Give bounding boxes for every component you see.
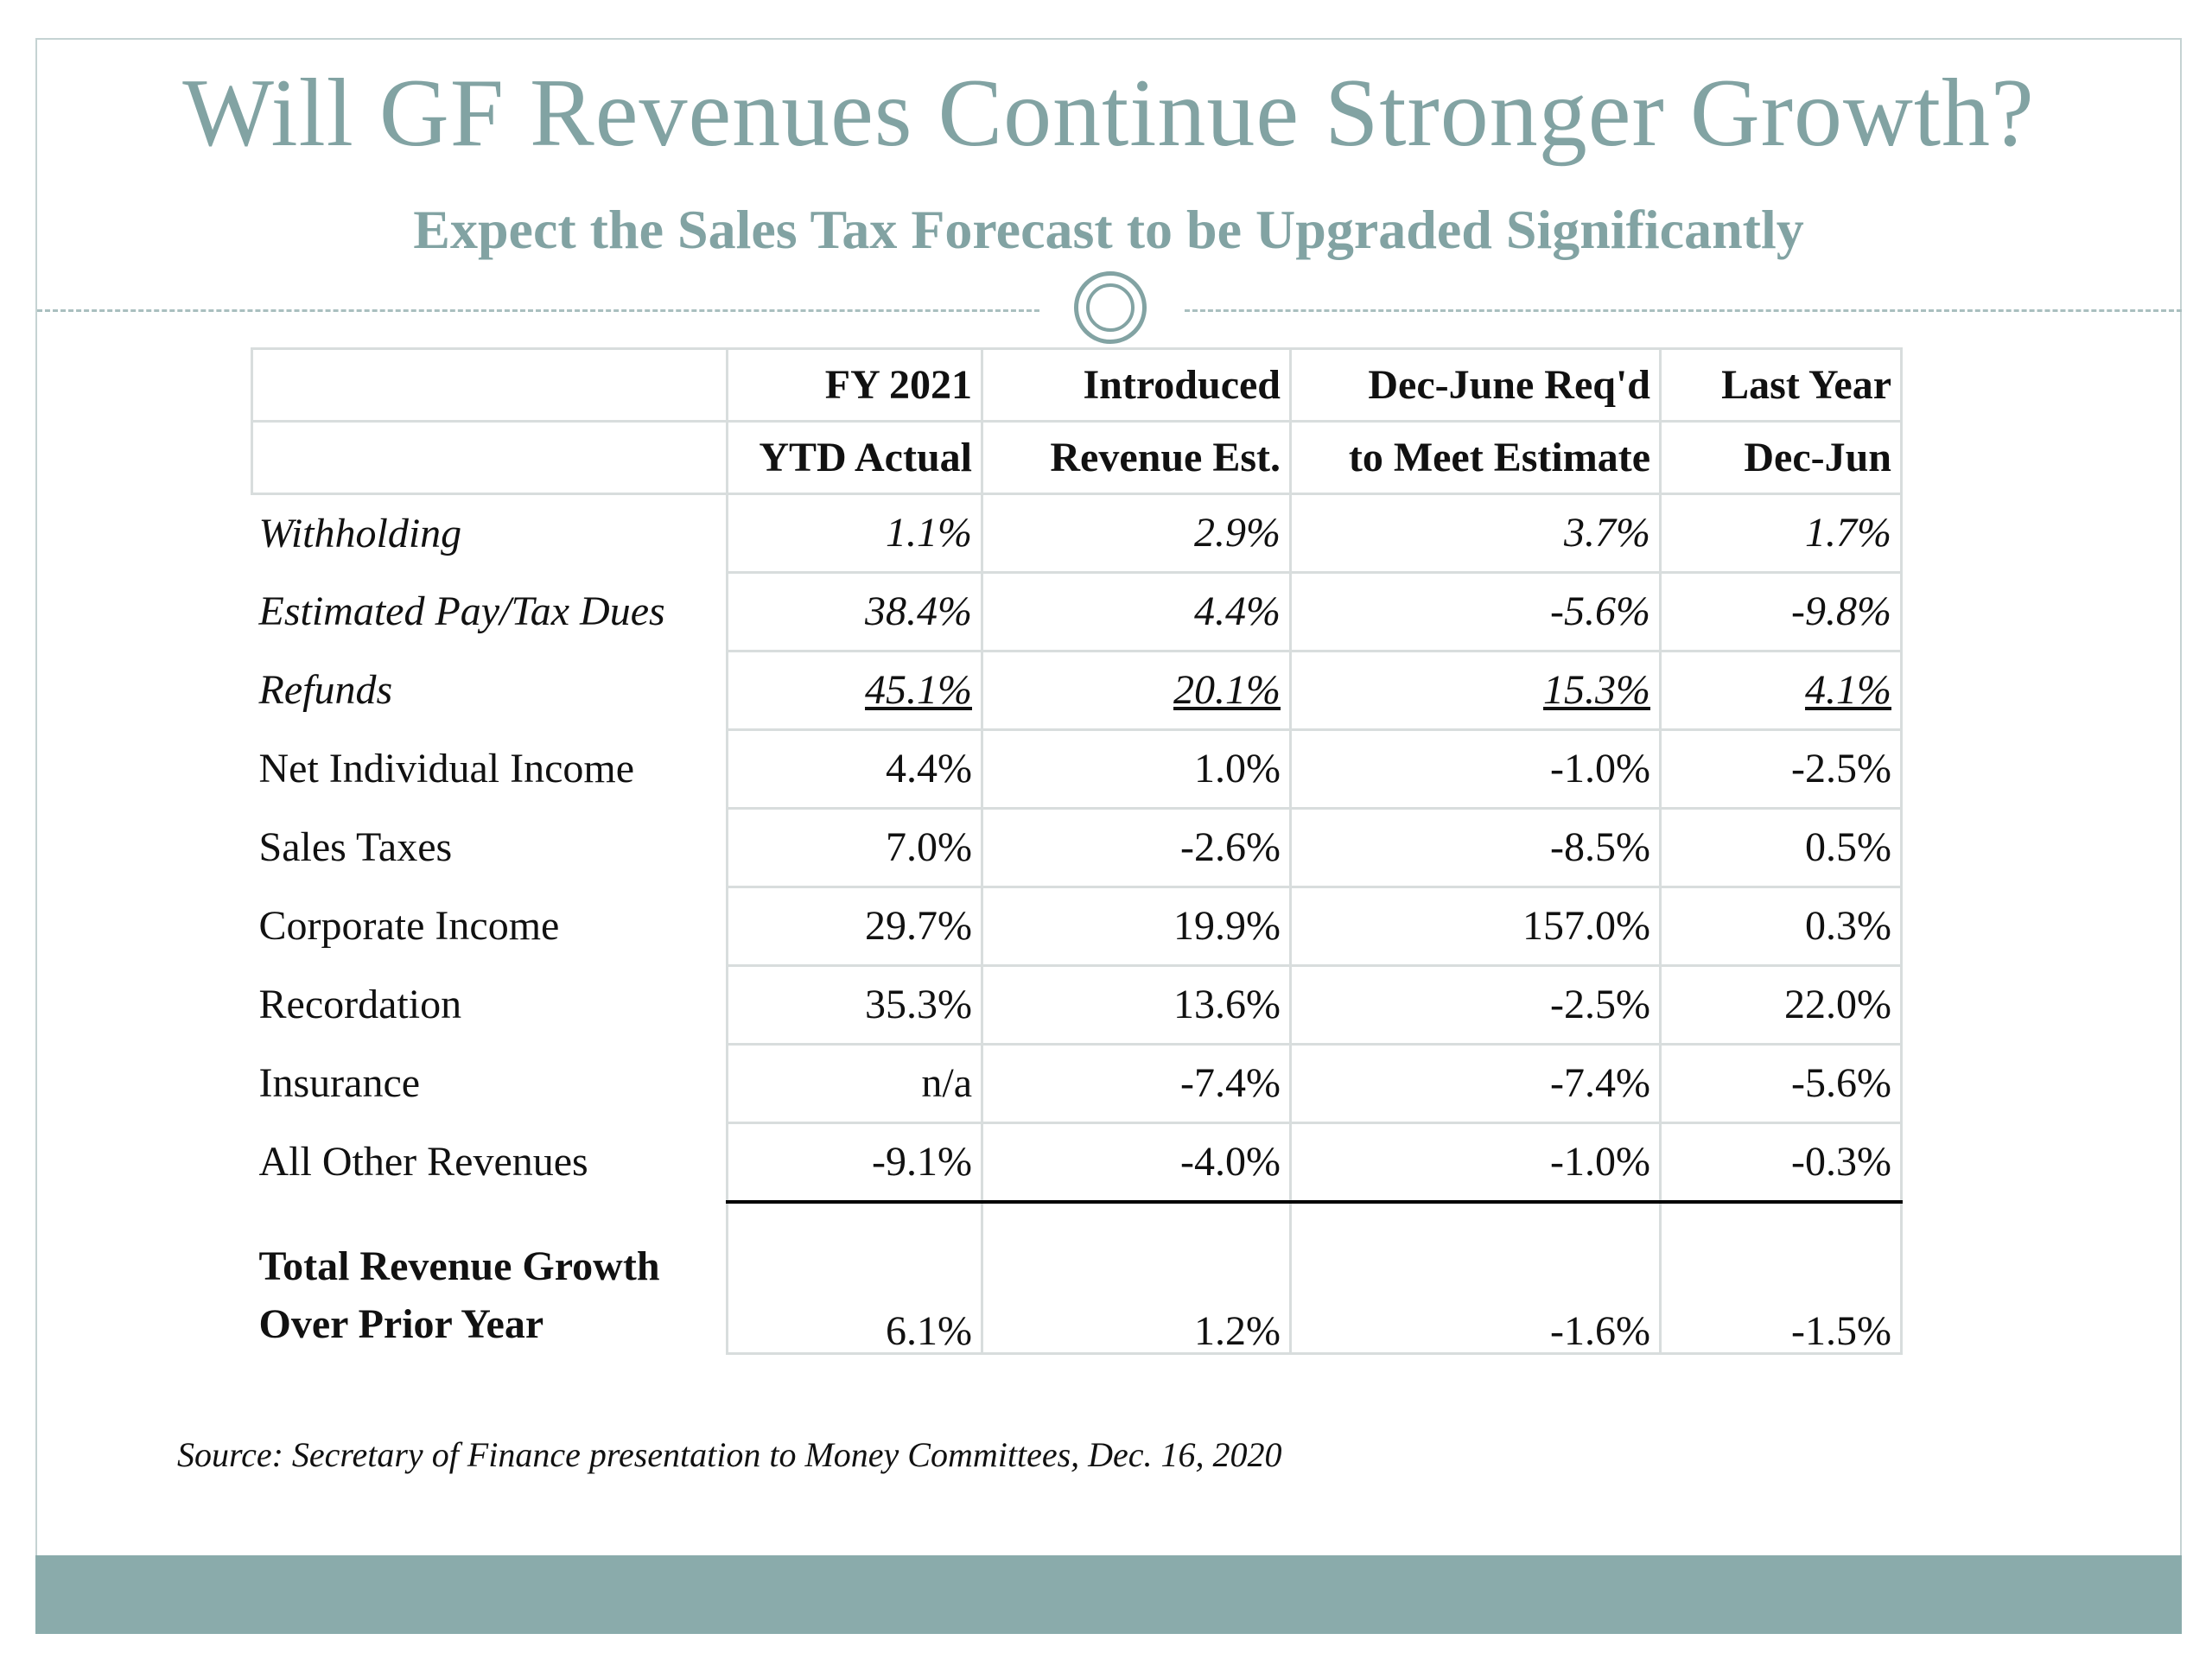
cell-value: 0.5%: [1659, 808, 1903, 888]
divider-right: [1185, 309, 2182, 312]
cell-value: 7.0%: [726, 808, 982, 888]
divider-left: [37, 309, 1039, 312]
cell-value: -2.6%: [981, 808, 1291, 888]
cell-value: 15.3%: [1289, 651, 1661, 731]
cell-value: 13.6%: [981, 965, 1291, 1046]
cell-value: 45.1%: [726, 651, 982, 731]
cell-value: -9.1%: [726, 1122, 982, 1204]
cell-value: 1.7%: [1659, 493, 1903, 574]
header-col-4-line1: Last Year: [1659, 347, 1903, 423]
cell-value: -7.4%: [1289, 1044, 1661, 1124]
cell-value: 1.1%: [726, 493, 982, 574]
cell-value: -1.0%: [1289, 729, 1661, 810]
cell-value: -2.5%: [1659, 729, 1903, 810]
cell-value-text: 4.1%: [1805, 667, 1891, 713]
row-label: Withholding: [258, 510, 462, 556]
header-blank-cell: [251, 347, 728, 423]
cell-value: 2.9%: [981, 493, 1291, 574]
footer-band: [35, 1555, 2182, 1634]
header-row-2: YTD Actual Revenue Est. to Meet Estimate…: [251, 420, 1903, 495]
table-row-total: Total Revenue Growth Over Prior Year 6.1…: [252, 1201, 1903, 1355]
row-label: Recordation: [258, 982, 462, 1027]
cell-value: -9.8%: [1659, 572, 1903, 652]
total-label-line1: Total Revenue Growth: [258, 1243, 660, 1290]
cell-value: -5.6%: [1289, 572, 1661, 652]
cell-value: 35.3%: [726, 965, 982, 1046]
ornament-circle-icon: [1074, 271, 1147, 344]
revenue-table: FY 2021 Introduced Dec-June Req'd Last Y…: [251, 347, 1903, 1355]
header-col-2-line2: Revenue Est.: [981, 420, 1292, 495]
slide-title: Will GF Revenues Continue Stronger Growt…: [182, 60, 2035, 167]
source-note: Source: Secretary of Finance presentatio…: [177, 1435, 1282, 1474]
row-label: Insurance: [258, 1060, 421, 1106]
cell-value: -8.5%: [1289, 808, 1661, 888]
cell-value: 4.4%: [981, 572, 1291, 652]
cell-value-text: 45.1%: [865, 667, 972, 713]
cell-value: 157.0%: [1289, 887, 1661, 967]
total-label-line2: Over Prior Year: [258, 1301, 544, 1348]
header-col-2-line1: Introduced: [981, 347, 1292, 423]
cell-value: n/a: [726, 1044, 982, 1124]
cell-value: -2.5%: [1289, 965, 1661, 1046]
total-value: -1.6%: [1289, 1201, 1661, 1355]
header-row-1: FY 2021 Introduced Dec-June Req'd Last Y…: [251, 347, 1903, 423]
cell-value: -0.3%: [1659, 1122, 1903, 1204]
table-row-insurance: Insurance n/a -7.4% -7.4% -5.6%: [252, 1044, 1903, 1124]
cell-value-text: 15.3%: [1543, 667, 1650, 713]
table-row-net-individual-income: Net Individual Income 4.4% 1.0% -1.0% -2…: [252, 729, 1903, 810]
header-col-3-line2: to Meet Estimate: [1289, 420, 1662, 495]
cell-value: -4.0%: [981, 1122, 1291, 1204]
table-row-withholding: Withholding 1.1% 2.9% 3.7% 1.7%: [252, 493, 1903, 574]
cell-value: -7.4%: [981, 1044, 1291, 1124]
cell-value: -1.0%: [1289, 1122, 1661, 1204]
cell-value: 38.4%: [726, 572, 982, 652]
row-label: Sales Taxes: [258, 824, 453, 870]
total-value: 1.2%: [981, 1201, 1291, 1355]
cell-value: 19.9%: [981, 887, 1291, 967]
cell-value: 1.0%: [981, 729, 1291, 810]
cell-value-text: 20.1%: [1173, 667, 1281, 713]
cell-value: 0.3%: [1659, 887, 1903, 967]
table-row-estimated-pay: Estimated Pay/Tax Dues 38.4% 4.4% -5.6% …: [252, 572, 1903, 652]
header-col-1-line2: YTD Actual: [726, 420, 983, 495]
total-value: 6.1%: [726, 1201, 982, 1355]
header-col-1-line1: FY 2021: [726, 347, 983, 423]
header-col-3-line1: Dec-June Req'd: [1289, 347, 1662, 423]
total-value: -1.5%: [1659, 1201, 1903, 1355]
row-label: Corporate Income: [258, 903, 560, 949]
table-row-sales-taxes: Sales Taxes 7.0% -2.6% -8.5% 0.5%: [252, 808, 1903, 888]
table-row-recordation: Recordation 35.3% 13.6% -2.5% 22.0%: [252, 965, 1903, 1046]
cell-value: 20.1%: [981, 651, 1291, 731]
total-label: Total Revenue Growth Over Prior Year: [252, 1202, 728, 1354]
slide-subtitle: Expect the Sales Tax Forecast to be Upgr…: [413, 199, 1804, 260]
row-label: Refunds: [258, 667, 393, 713]
header-col-4-line2: Dec-Jun: [1659, 420, 1903, 495]
row-label: Net Individual Income: [258, 746, 635, 791]
cell-value: 4.4%: [726, 729, 982, 810]
table-row-all-other-revenues: All Other Revenues -9.1% -4.0% -1.0% -0.…: [252, 1122, 1903, 1204]
cell-value: 3.7%: [1289, 493, 1661, 574]
table-row-corporate-income: Corporate Income 29.7% 19.9% 157.0% 0.3%: [252, 887, 1903, 967]
cell-value: 22.0%: [1659, 965, 1903, 1046]
table-row-refunds: Refunds 45.1% 20.1% 15.3% 4.1%: [252, 651, 1903, 731]
header-blank-cell: [251, 420, 728, 495]
row-label: All Other Revenues: [258, 1139, 588, 1185]
cell-value: 4.1%: [1659, 651, 1903, 731]
cell-value: -5.6%: [1659, 1044, 1903, 1124]
cell-value: 29.7%: [726, 887, 982, 967]
row-label: Estimated Pay/Tax Dues: [258, 588, 665, 634]
